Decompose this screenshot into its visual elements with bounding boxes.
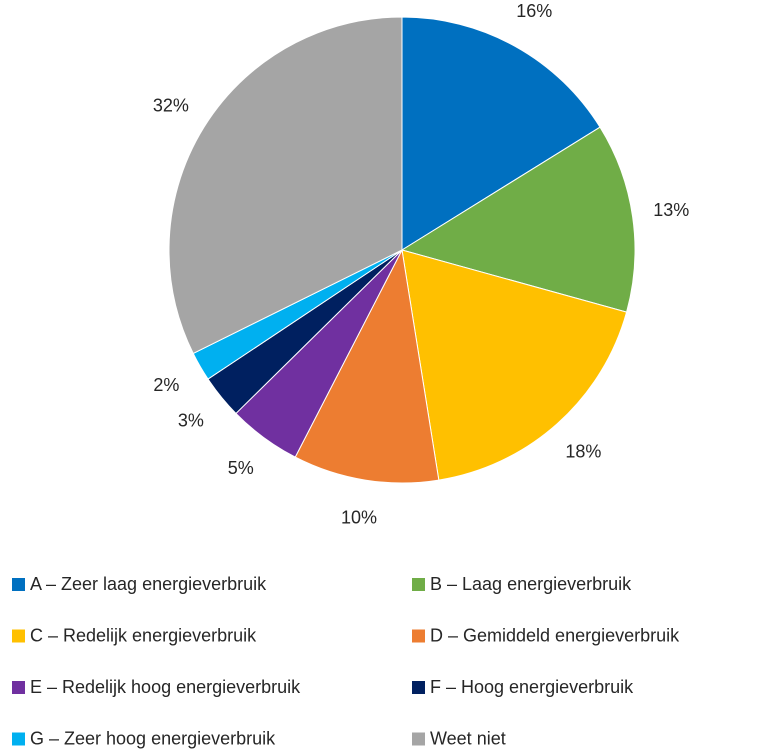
pie-slice	[168, 16, 403, 355]
pie-slice	[401, 249, 628, 481]
legend-swatch	[12, 681, 25, 694]
data-label: 3%	[178, 410, 204, 430]
legend-label: Weet niet	[430, 728, 506, 748]
legend-label: C – Redelijk energieverbruik	[30, 625, 257, 645]
legend-swatch	[412, 681, 425, 694]
data-label: 13%	[653, 200, 689, 220]
legend-swatch	[12, 629, 25, 643]
legend-label: A – Zeer laag energieverbruik	[30, 574, 267, 594]
data-label: 10%	[341, 507, 377, 527]
legend-label: D – Gemiddeld energieverbruik	[430, 625, 680, 645]
legend-label: G – Zeer hoog energieverbruik	[30, 728, 276, 748]
legend-label: F – Hoog energieverbruik	[430, 677, 634, 697]
data-label: 2%	[153, 375, 179, 395]
pie-slice	[401, 16, 601, 251]
legend-swatch	[412, 578, 425, 591]
data-label: 32%	[153, 95, 189, 115]
legend-swatch	[12, 732, 25, 746]
legend-label: B – Laag energieverbruik	[430, 574, 632, 594]
data-label: 18%	[565, 441, 601, 461]
legend-swatch	[412, 629, 425, 643]
legend-swatch	[412, 732, 425, 746]
data-label: 5%	[228, 458, 254, 478]
pie-slice	[294, 248, 440, 484]
legend-label: E – Redelijk hoog energieverbruik	[30, 677, 301, 697]
data-label: 16%	[516, 1, 552, 21]
legend-swatch	[12, 578, 25, 591]
